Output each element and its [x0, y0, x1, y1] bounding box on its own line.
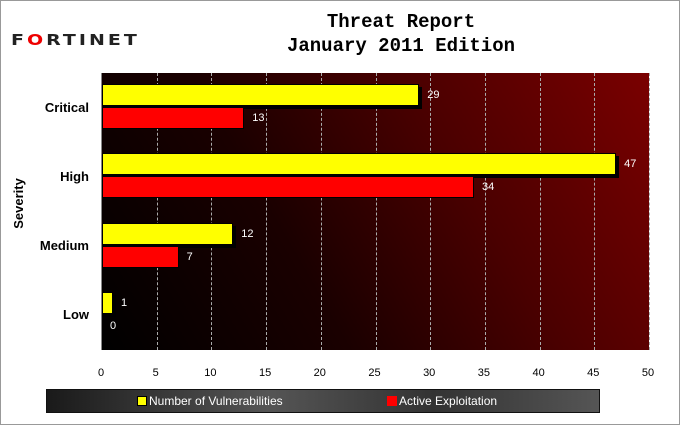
legend: Number of Vulnerabilities Active Exploit… [46, 389, 600, 413]
gridline [211, 73, 213, 350]
x-tick-label: 15 [258, 367, 272, 379]
data-label: 47 [624, 158, 637, 171]
chart-subtitle: January 2011 Edition [286, 35, 516, 57]
bar-vulnerabilities [102, 291, 113, 314]
x-tick-label: 40 [532, 367, 545, 379]
data-label: 34 [481, 181, 495, 194]
x-tick-label: 20 [313, 367, 326, 379]
gridline [266, 73, 268, 350]
bar-vulnerabilities [102, 84, 420, 106]
data-label: 0 [110, 319, 117, 332]
bar-vulnerabilities [102, 222, 234, 245]
gridline [539, 73, 541, 350]
gridline [649, 73, 650, 350]
gridline [430, 73, 432, 350]
x-tick-label: 10 [204, 367, 217, 379]
data-label: 12 [241, 227, 254, 240]
fortinet-logo: FORTINET [11, 31, 140, 49]
legend-item-vulnerabilities: Number of Vulnerabilities [137, 394, 283, 408]
data-label: 1 [120, 296, 128, 309]
x-tick-label: 25 [368, 367, 381, 379]
legend-swatch [387, 396, 397, 406]
x-tick-label: 50 [641, 367, 655, 379]
bar-exploitation [102, 176, 474, 199]
x-tick-label: 30 [423, 367, 436, 379]
category-label: High [60, 168, 89, 184]
x-tick-label: 0 [97, 367, 105, 379]
category-label: Medium [39, 238, 89, 254]
x-tick-label: 35 [477, 367, 491, 379]
gridline [484, 73, 486, 350]
plot-area: 29 13 47 34 12 7 1 0 [101, 73, 650, 350]
gridline [320, 73, 322, 350]
gridline [594, 73, 596, 350]
gridline [156, 73, 158, 350]
chart-title: Threat Report [326, 11, 476, 33]
category-label: Low [63, 307, 89, 323]
data-label: 29 [427, 89, 440, 101]
legend-item-exploitation: Active Exploitation [387, 394, 497, 408]
legend-swatch [137, 396, 147, 406]
x-tick-label: 45 [587, 367, 600, 379]
x-tick-label: 5 [152, 367, 159, 379]
bar-exploitation [102, 245, 179, 268]
legend-label: Number of Vulnerabilities [149, 394, 283, 408]
gridline [375, 73, 377, 350]
legend-label: Active Exploitation [399, 394, 498, 408]
category-label: Critical [44, 99, 89, 115]
data-label: 7 [186, 250, 193, 263]
bar-vulnerabilities [102, 153, 617, 176]
data-label: 13 [252, 112, 265, 124]
bar-exploitation [102, 107, 245, 129]
y-axis-label: Severity [10, 178, 26, 229]
